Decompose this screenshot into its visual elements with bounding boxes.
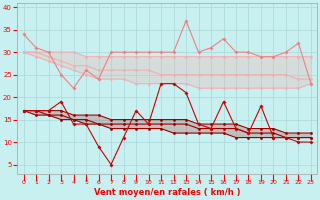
X-axis label: Vent moyen/en rafales ( km/h ): Vent moyen/en rafales ( km/h ) — [94, 188, 241, 197]
